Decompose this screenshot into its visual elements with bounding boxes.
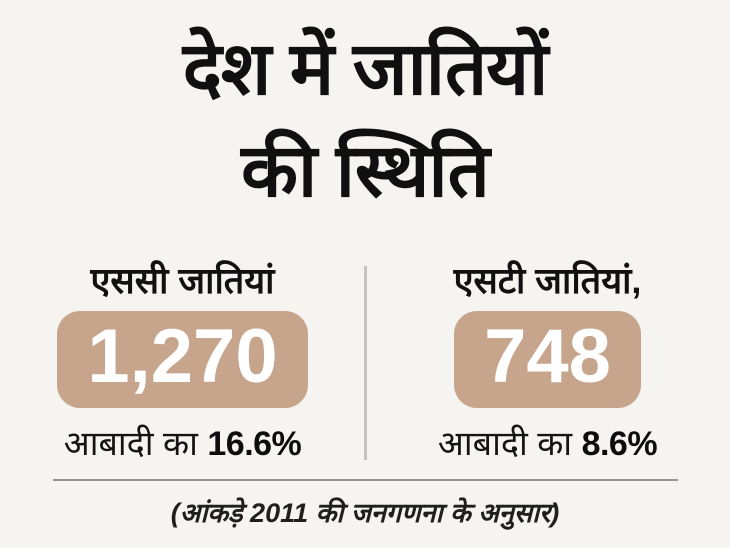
column-divider — [364, 266, 367, 460]
source-footnote: (आंकड़े 2011 की जनगणना के अनुसार) — [170, 498, 560, 528]
stats-columns: एससी जातियां 1,270 आबादी का 16.6% एसटी ज… — [0, 258, 730, 464]
footer-divider — [53, 479, 678, 481]
page-title: देश में जातियों की स्थिति — [0, 18, 730, 222]
st-population-line: आबादी का 8.6% — [437, 424, 658, 464]
sc-castes-card: एससी जातियां 1,270 आबादी का 16.6% — [0, 258, 365, 464]
sc-population-line: आबादी का 16.6% — [64, 424, 302, 464]
st-count-value: 748 — [484, 313, 611, 399]
sc-percent-value: 16.6% — [207, 425, 302, 463]
sc-count-box: 1,270 — [57, 311, 308, 408]
sc-count-value: 1,270 — [87, 313, 278, 399]
sc-card-heading: एससी जातियां — [90, 260, 275, 301]
st-card-heading: एसटी जातियां, — [453, 260, 642, 301]
sc-population-label: आबादी का — [63, 425, 198, 463]
st-population-label: आबादी का — [437, 425, 573, 463]
page-title-line2: की स्थिति — [241, 129, 490, 213]
page-title-line1: देश में जातियों — [182, 27, 549, 110]
st-percent-value: 8.6% — [581, 425, 658, 463]
st-count-box: 748 — [454, 311, 641, 408]
st-castes-card: एसटी जातियां, 748 आबादी का 8.6% — [365, 258, 730, 464]
